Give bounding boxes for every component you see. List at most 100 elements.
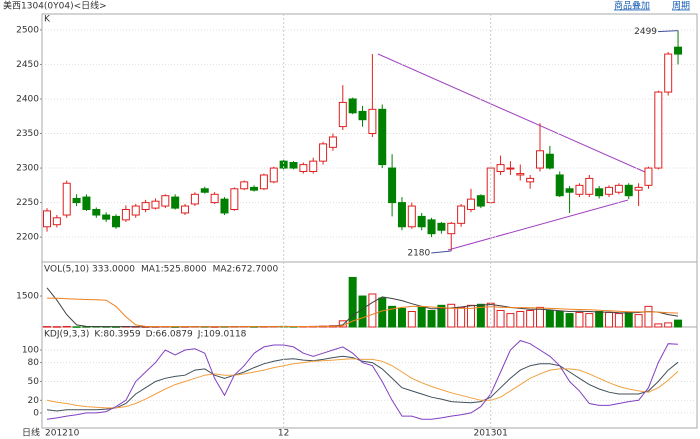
volume-bar	[506, 313, 515, 328]
legend-entry: D:66.0879	[146, 330, 193, 340]
candle-body	[407, 205, 416, 228]
y-tick-label: 80	[28, 358, 40, 368]
candle-body	[171, 196, 180, 209]
x-axis-label: 日线	[22, 427, 40, 439]
candle-body	[279, 160, 288, 169]
x-tick-label: 201210	[45, 429, 80, 439]
annotation: 2180	[407, 248, 430, 258]
candle-body	[447, 222, 456, 235]
volume-bar	[397, 307, 406, 328]
candle-body	[506, 167, 515, 170]
candle-body	[417, 215, 426, 228]
candle-body	[378, 108, 387, 166]
candle-body	[230, 188, 239, 210]
candle-body	[605, 186, 614, 195]
volume-bar	[585, 313, 594, 328]
candle-body	[141, 202, 150, 210]
candle-body	[397, 202, 406, 228]
candle-body	[309, 160, 318, 173]
volume-bar	[634, 314, 643, 328]
candle-body	[664, 53, 673, 93]
candle-body	[161, 195, 170, 207]
legend-entry: J:109.0118	[197, 330, 247, 340]
volume-bar	[368, 293, 377, 328]
volume-bar	[565, 313, 574, 328]
candle-body	[240, 181, 249, 190]
series-line	[46, 358, 679, 409]
legend-entry: MA2:672.7000	[213, 265, 279, 275]
volume-bar	[348, 276, 357, 328]
y-tick-label: 2200	[16, 233, 39, 243]
volume-bar	[358, 295, 367, 328]
indicator-title: KDJ(9,3,3)	[44, 330, 89, 340]
candle-body	[466, 198, 475, 210]
candle-body	[654, 91, 663, 169]
y-tick-label: 2500	[16, 25, 39, 35]
volume-bar	[536, 306, 544, 328]
candle-body	[328, 136, 337, 148]
candle-body	[437, 222, 446, 231]
candle-body	[565, 188, 574, 193]
candle-body	[644, 167, 653, 186]
volume-bar	[43, 326, 51, 328]
candle-body	[358, 110, 367, 121]
candle-body	[634, 186, 643, 191]
y-tick-label: 2300	[16, 164, 39, 174]
volume-bar	[654, 323, 663, 328]
candle-body	[62, 182, 71, 216]
volume-bar	[605, 312, 614, 328]
volume-bar	[674, 319, 683, 328]
volume-bar	[52, 326, 61, 328]
volume-bar	[545, 309, 554, 328]
candle-body	[200, 188, 209, 193]
candle-body	[299, 164, 308, 173]
overlay-link[interactable]: 商品叠加	[614, 0, 650, 12]
candle-body	[151, 200, 160, 209]
price-label: K	[44, 15, 51, 25]
volume-bar	[624, 312, 633, 328]
y-tick-label: 1500	[16, 292, 39, 302]
y-tick-label: 2250	[16, 198, 39, 208]
volume-bar	[644, 305, 653, 328]
annotation: 2499	[634, 27, 657, 37]
candle-body	[545, 153, 554, 169]
candle-body	[121, 208, 130, 221]
candle-body	[526, 177, 535, 183]
candle-body	[102, 214, 111, 220]
volume-bar	[614, 313, 623, 328]
period-link[interactable]: 周期	[672, 1, 690, 12]
candle-body	[190, 193, 199, 205]
candle-body	[486, 167, 495, 204]
y-tick-label: 2350	[16, 129, 39, 139]
candle-body	[43, 210, 51, 228]
volume-bar	[388, 305, 397, 328]
series-line	[46, 297, 679, 328]
candle-body	[457, 205, 466, 224]
volume-bar	[476, 303, 485, 328]
chart-title: 美西1304(0Y04)<日线>	[3, 0, 107, 12]
candle-body	[614, 184, 623, 193]
volume-bar	[437, 304, 446, 328]
series-line	[46, 340, 679, 420]
candle-body	[624, 184, 633, 197]
series-line	[46, 355, 679, 412]
candle-body	[555, 174, 564, 197]
candle-body	[476, 195, 485, 207]
trend-line	[377, 53, 646, 173]
legend-entry: K:80.3959	[94, 330, 140, 340]
volume-bar	[407, 311, 416, 328]
candle-body	[220, 198, 229, 214]
x-tick-label: 12	[278, 429, 289, 439]
candle-body	[72, 197, 81, 204]
volume-bar	[62, 325, 71, 328]
x-tick-label: 201301	[474, 429, 508, 439]
candle-body	[92, 208, 101, 216]
volume-bar	[417, 306, 426, 328]
candle-body	[131, 205, 140, 216]
volume-bar	[457, 306, 466, 328]
candle-body	[585, 177, 594, 195]
candle-body	[388, 167, 397, 204]
volume-bar	[595, 311, 604, 328]
y-tick-label: 50	[28, 377, 40, 387]
candle-body	[595, 188, 604, 197]
